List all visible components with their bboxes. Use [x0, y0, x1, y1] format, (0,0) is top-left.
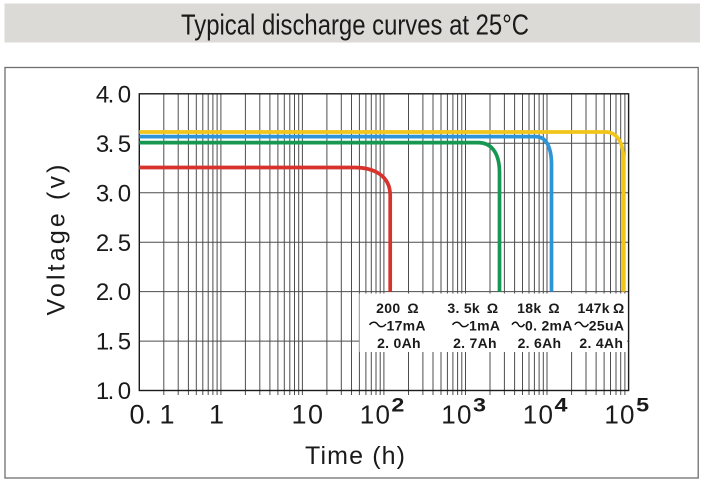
- svg-text:2. 7Ah: 2. 7Ah: [453, 335, 497, 351]
- svg-text:0. 1: 0. 1: [129, 400, 174, 430]
- svg-text:10: 10: [360, 400, 391, 430]
- svg-text:1mA: 1mA: [469, 318, 500, 334]
- svg-text:2. 4Ah: 2. 4Ah: [579, 335, 623, 351]
- svg-text:2. 0Ah: 2. 0Ah: [377, 335, 421, 351]
- svg-text:3. 5k Ω: 3. 5k Ω: [447, 300, 498, 316]
- svg-text:0. 2mA: 0. 2mA: [525, 318, 573, 334]
- svg-text:5: 5: [636, 396, 650, 417]
- svg-text:2. 6Ah: 2. 6Ah: [518, 335, 562, 351]
- svg-text:1. 5: 1. 5: [96, 329, 131, 356]
- svg-text:10: 10: [291, 400, 324, 430]
- svg-text:2: 2: [391, 396, 404, 417]
- svg-text:3. 0: 3. 0: [96, 180, 131, 207]
- svg-text:18k Ω: 18k Ω: [517, 300, 560, 316]
- svg-text:17mA: 17mA: [387, 318, 426, 334]
- svg-text:2. 5: 2. 5: [96, 230, 131, 257]
- svg-text:25uA: 25uA: [589, 318, 624, 334]
- svg-text:Voltage (v): Voltage (v): [43, 165, 71, 316]
- svg-text:200 Ω: 200 Ω: [376, 300, 419, 316]
- svg-text:3. 5: 3. 5: [96, 131, 131, 158]
- svg-text:2. 0: 2. 0: [96, 279, 131, 306]
- svg-text:1: 1: [209, 400, 224, 430]
- svg-text:Time (h): Time (h): [305, 442, 405, 470]
- svg-text:4. 0: 4. 0: [96, 81, 131, 108]
- svg-text:Typical discharge curves at 25: Typical discharge curves at 25°C: [181, 10, 529, 42]
- svg-text:1. 0: 1. 0: [96, 378, 131, 405]
- svg-text:10: 10: [441, 400, 472, 430]
- svg-text:4: 4: [555, 396, 569, 417]
- svg-text:3: 3: [473, 396, 486, 417]
- svg-text:10: 10: [523, 400, 554, 430]
- svg-text:147k Ω: 147k Ω: [578, 300, 625, 316]
- svg-text:10: 10: [604, 400, 635, 430]
